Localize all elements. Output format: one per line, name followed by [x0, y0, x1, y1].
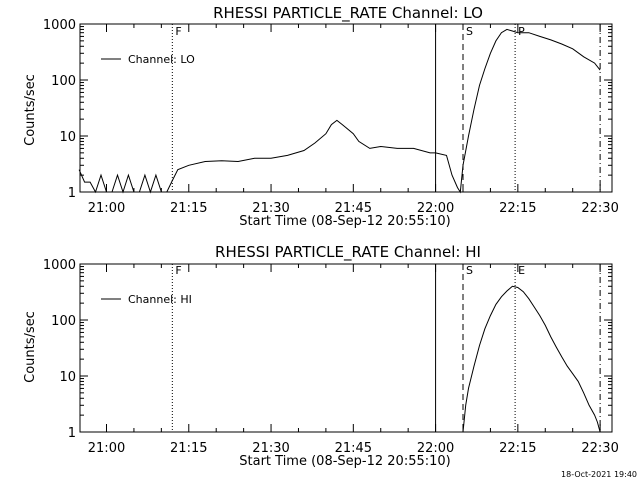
x-tick-label-hi: 22:15	[499, 441, 536, 456]
chart-title-lo: RHESSI PARTICLE_RATE Channel: LO	[213, 4, 483, 23]
marker-label-hi: F	[175, 264, 181, 277]
y-tick-label-lo: 1000	[43, 18, 76, 33]
marker-label-hi: S	[466, 264, 473, 277]
x-tick-label-hi: 21:30	[252, 441, 289, 456]
x-axis-label-lo: Start Time (08-Sep-12 20:55:10)	[239, 214, 450, 229]
legend-lo: Channel: LO	[101, 53, 195, 66]
marker-label-lo: P	[518, 25, 525, 38]
hi-channel-panel: RHESSI PARTICLE_RATE Channel: HI Counts/…	[23, 243, 619, 469]
y-tick-label-lo: 100	[51, 74, 76, 89]
marker-label-lo: S	[466, 25, 473, 38]
x-tick-label-hi: 21:00	[88, 441, 125, 456]
y-tick-label-hi: 10	[59, 370, 76, 385]
marker-label-hi: E	[518, 264, 525, 277]
y-axis-label-lo: Counts/sec	[23, 74, 38, 146]
generation-timestamp: 18-Oct-2021 19:40	[561, 470, 637, 479]
series-line-lo	[78, 28, 601, 194]
series-line-hi	[462, 285, 601, 433]
legend-label-lo: Channel: LO	[128, 53, 195, 66]
x-axis-label-hi: Start Time (08-Sep-12 20:55:10)	[239, 454, 450, 469]
x-tick-label-lo: 21:45	[335, 201, 372, 216]
marker-label-lo: F	[175, 25, 181, 38]
x-tick-label-hi: 22:00	[417, 441, 454, 456]
x-tick-label-lo: 21:00	[88, 201, 125, 216]
y-axis-label-hi: Counts/sec	[23, 311, 38, 383]
x-tick-label-hi: 21:15	[170, 441, 207, 456]
y-tick-label-lo: 10	[59, 130, 76, 145]
lo-channel-panel: RHESSI PARTICLE_RATE Channel: LO Counts/…	[23, 4, 619, 229]
y-tick-label-lo: 1	[68, 186, 76, 201]
x-tick-label-hi: 22:30	[581, 441, 618, 456]
y-tick-label-hi: 1	[68, 426, 76, 441]
x-tick-label-lo: 22:30	[581, 201, 618, 216]
x-tick-label-lo: 22:00	[417, 201, 454, 216]
plot-frame-hi	[79, 263, 613, 433]
y-tick-label-hi: 100	[51, 314, 76, 329]
legend-hi: Channel: HI	[101, 293, 192, 306]
chart-title-hi: RHESSI PARTICLE_RATE Channel: HI	[215, 243, 481, 262]
x-tick-label-lo: 21:30	[252, 201, 289, 216]
x-tick-label-lo: 22:15	[499, 201, 536, 216]
y-tick-label-hi: 1000	[43, 258, 76, 273]
x-tick-label-lo: 21:15	[170, 201, 207, 216]
legend-label-hi: Channel: HI	[128, 293, 192, 306]
x-tick-label-hi: 21:45	[335, 441, 372, 456]
plot-frame-lo	[79, 23, 613, 193]
